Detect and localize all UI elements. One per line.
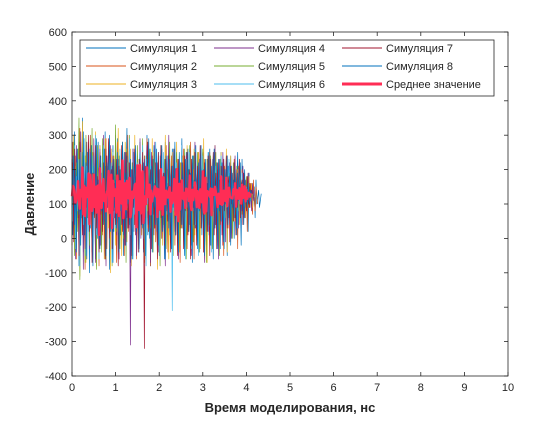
y-axis-title: Давление (22, 173, 37, 236)
y-tick-label: -200 (45, 302, 67, 314)
legend-label: Симуляция 1 (130, 43, 197, 55)
y-tick-label: -400 (45, 371, 67, 383)
legend-label: Симуляция 8 (386, 61, 453, 73)
series-line-mean (70, 159, 252, 237)
y-tick-label: 0 (61, 233, 67, 245)
y-tick-label: 300 (49, 130, 67, 142)
x-tick-label: 10 (502, 382, 514, 394)
x-tick-label: 9 (461, 382, 467, 394)
y-tick-label: 400 (49, 96, 67, 108)
x-tick-label: 5 (287, 382, 293, 394)
x-tick-label: 6 (331, 382, 337, 394)
x-tick-label: 2 (156, 382, 162, 394)
x-axis-title: Время моделирования, нс (205, 400, 376, 415)
legend-label: Среднее значение (386, 79, 481, 91)
legend-label: Симуляция 3 (130, 79, 197, 91)
legend-label: Симуляция 4 (258, 43, 325, 55)
legend-label: Симуляция 2 (130, 61, 197, 73)
x-tick-label: 4 (243, 382, 249, 394)
y-tick-label: 600 (49, 27, 67, 39)
series-layer (70, 117, 262, 349)
x-tick-label: 8 (418, 382, 424, 394)
y-axis: -400 -300 -200 -100 0 100 200 300 400 500 600 (45, 27, 508, 383)
x-tick-label: 0 (69, 382, 75, 394)
y-tick-label: 200 (49, 165, 67, 177)
legend-box (79, 39, 495, 97)
x-axis: 0 1 2 3 4 5 6 7 8 9 10 (69, 32, 514, 394)
legend-label: Симуляция 7 (386, 43, 453, 55)
legend-label: Симуляция 5 (258, 61, 325, 73)
y-tick-label: -100 (45, 268, 67, 280)
legend: Симуляция 1 Симуляция 2 Симуляция 3 Симуляц… (79, 39, 495, 97)
y-tick-label: 500 (49, 61, 67, 73)
legend-label: Симуляция 6 (258, 79, 325, 91)
x-tick-label: 7 (374, 382, 380, 394)
y-tick-label: -300 (45, 337, 67, 349)
x-tick-label: 1 (113, 382, 119, 394)
y-tick-label: 100 (49, 199, 67, 211)
x-tick-label: 3 (200, 382, 206, 394)
